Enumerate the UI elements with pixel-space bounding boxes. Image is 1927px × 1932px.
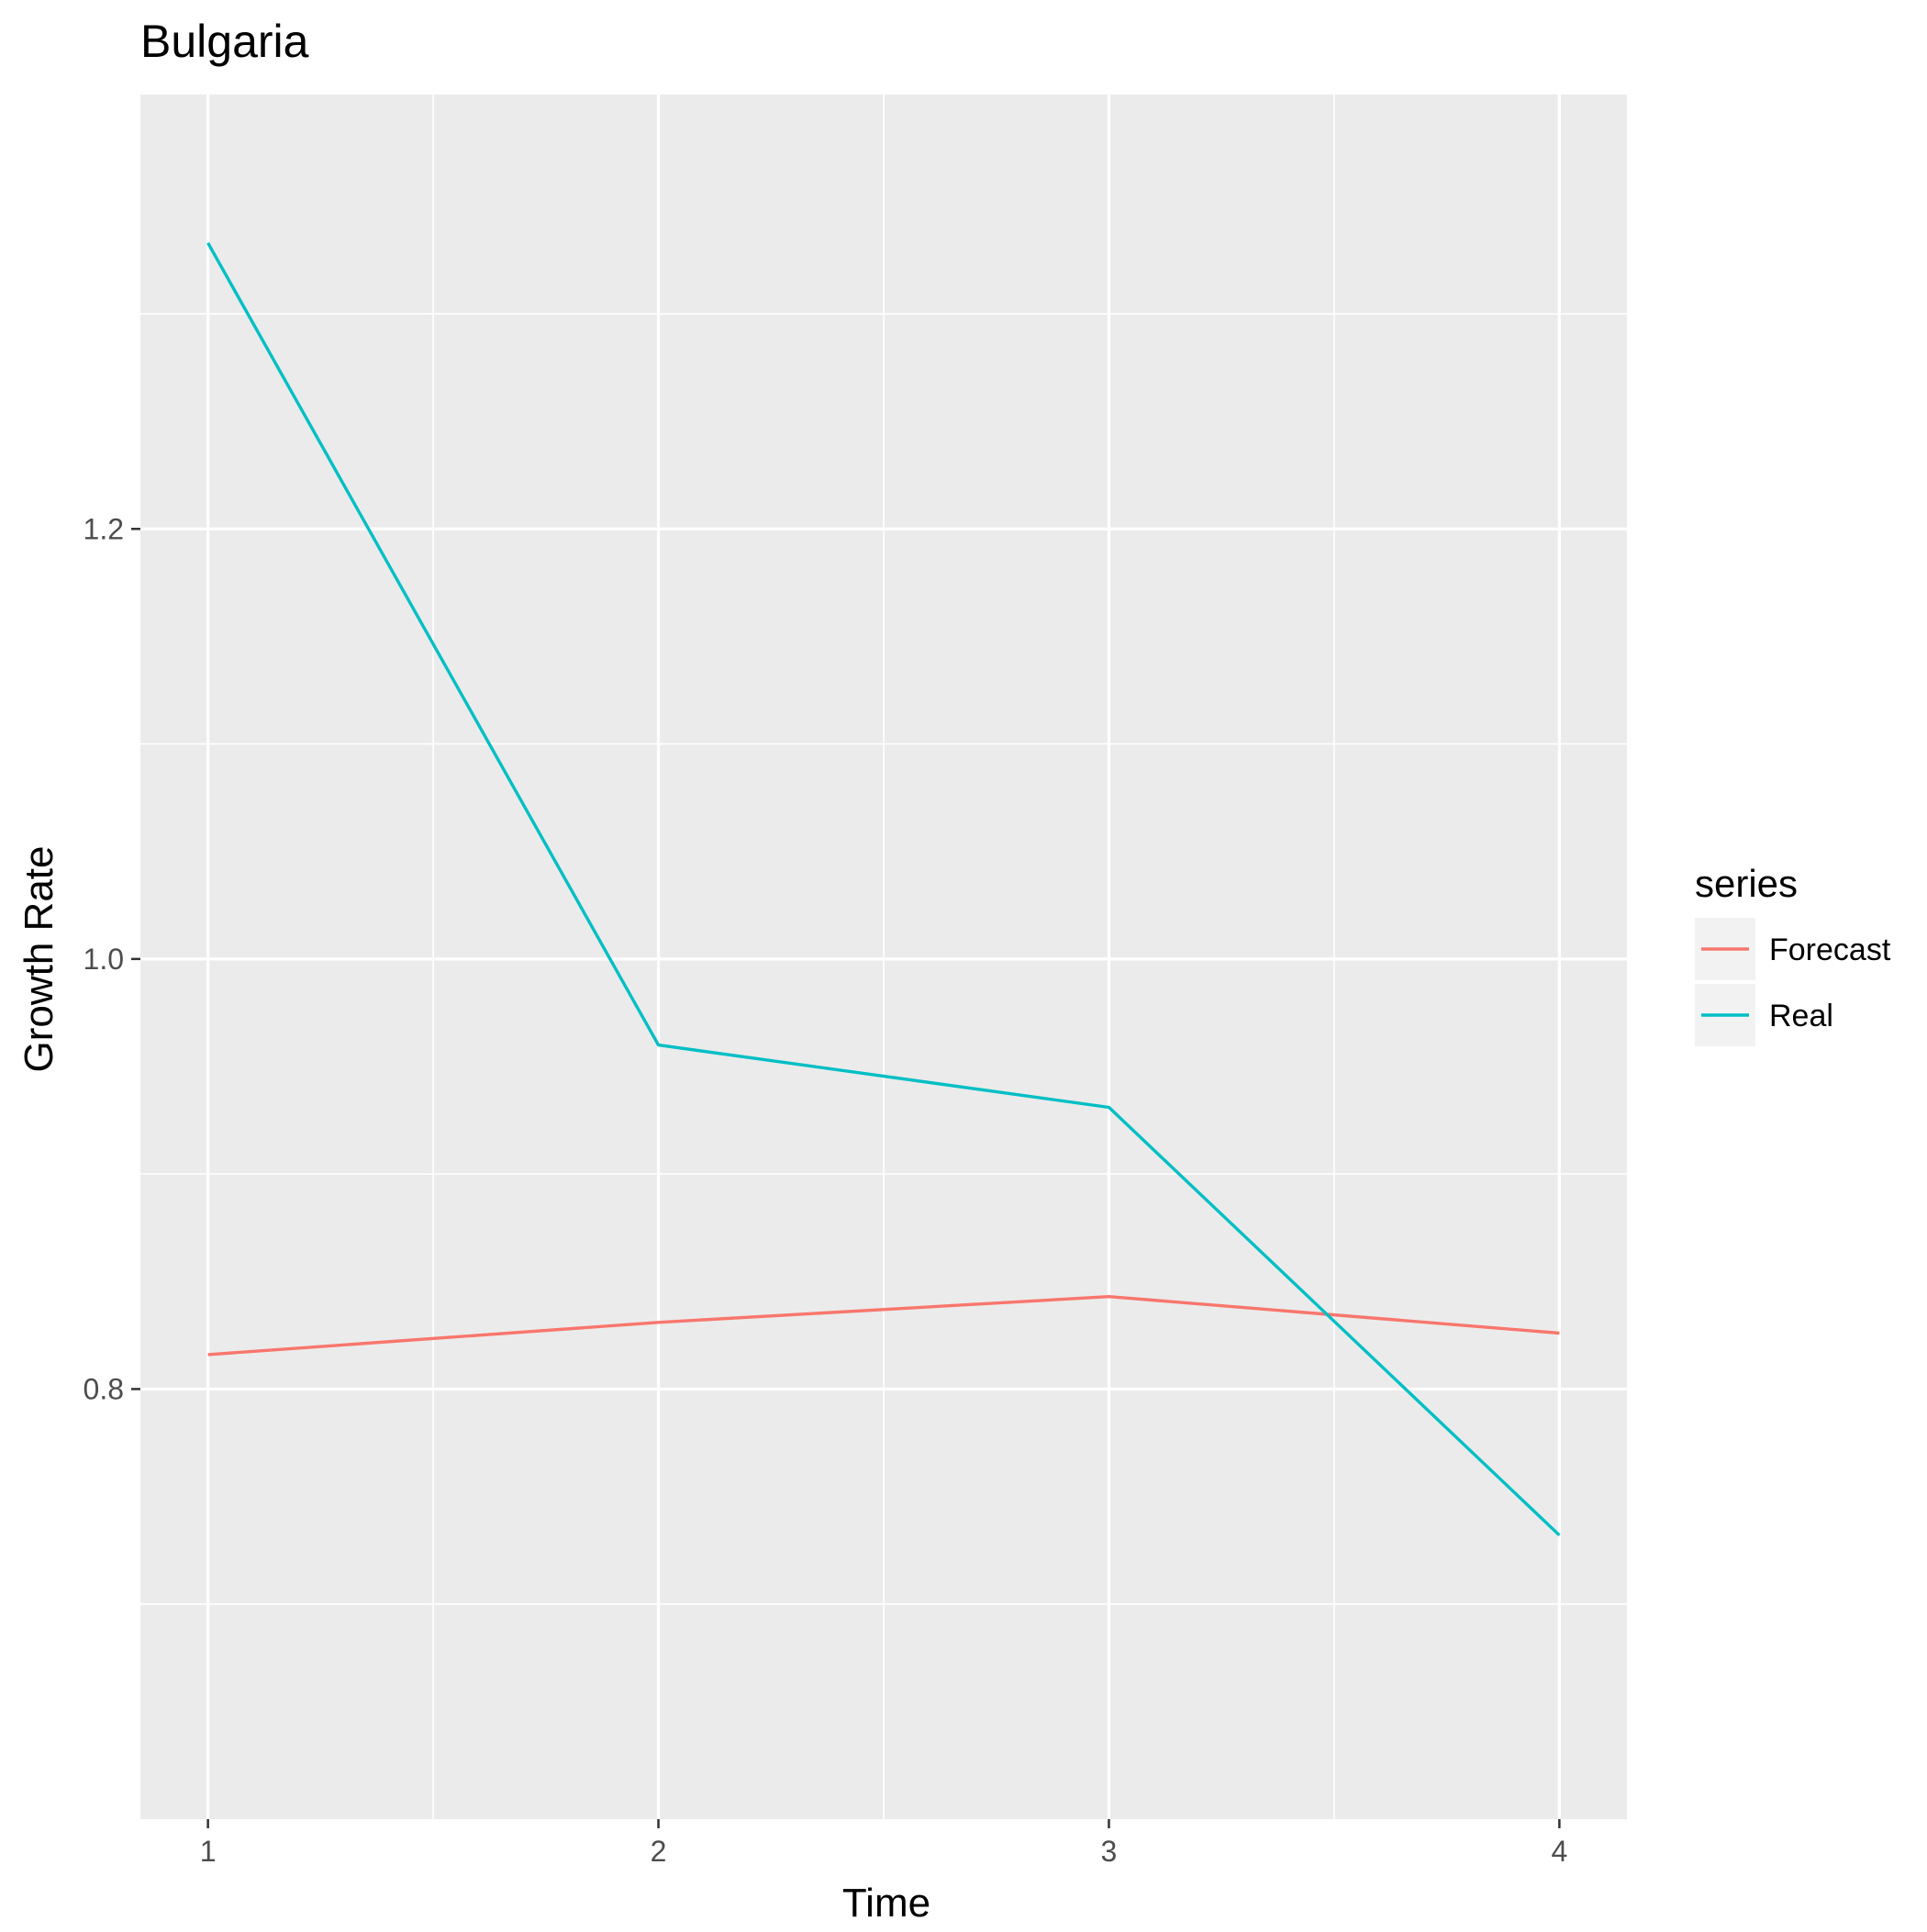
- series-line-forecast: [207, 1294, 1560, 1357]
- series-line-real: [206, 241, 1561, 1536]
- legend-items: Forecast Real: [1695, 918, 1891, 1046]
- series-lines: [206, 241, 1561, 1536]
- legend: series Forecast Real: [1695, 862, 1891, 1046]
- x-tick-label: 3: [1101, 1835, 1118, 1868]
- y-tick-label: 1.2: [84, 512, 124, 545]
- legend-label-forecast: Forecast: [1769, 932, 1891, 967]
- x-tick-label: 2: [651, 1835, 667, 1868]
- legend-title: series: [1695, 862, 1798, 905]
- x-axis-title: Time: [842, 1881, 930, 1926]
- y-axis-title: Growth Rate: [17, 846, 61, 1073]
- chart-title: Bulgaria: [140, 16, 309, 67]
- legend-label-real: Real: [1769, 999, 1833, 1033]
- y-tick-label: 0.8: [84, 1372, 124, 1405]
- x-tick-label: 4: [1551, 1835, 1567, 1868]
- gridlines: [140, 95, 1627, 1819]
- x-tick-label: 1: [200, 1835, 217, 1868]
- y-tick-label: 1.0: [84, 943, 124, 976]
- axes: 1 2 3 4 0.8 1.0 1.2: [84, 512, 1568, 1868]
